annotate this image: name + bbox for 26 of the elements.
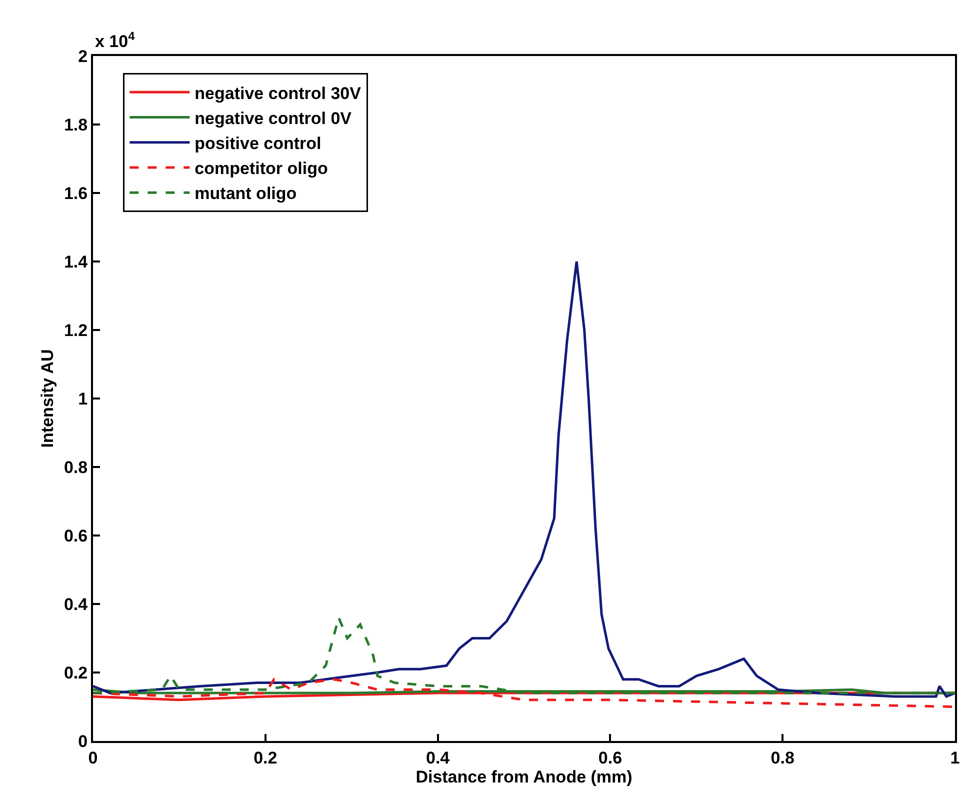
x-tick-label: 0.8 [770, 748, 794, 768]
y-tick-label: 0.4 [64, 594, 88, 614]
legend-label: competitor oligo [194, 159, 328, 178]
line-series [93, 678, 955, 708]
x-tick-label: 0.6 [598, 748, 622, 768]
y-tick-label: 1.4 [64, 252, 88, 272]
legend-label: positive control [194, 134, 322, 154]
y-tick-label: 2 [78, 46, 88, 66]
x-axis-title: Distance from Anode (mm) [416, 767, 632, 786]
text: x 10$^{4}$ [95, 29, 136, 52]
y-tick-label: 1.6 [64, 184, 88, 203]
y-tick-label: 1.8 [64, 115, 88, 134]
x-tick-label: 1 [950, 748, 960, 768]
legend-label: negative control 0V [194, 108, 352, 128]
y-tick-label: 0 [78, 732, 88, 751]
legend-label: mutant oligo [194, 184, 297, 204]
y-tick-label: 0.8 [64, 458, 88, 477]
y-tick-label: 0.2 [64, 663, 88, 682]
legend-label: negative control 30V [194, 84, 362, 103]
y-tick-label: 1.2 [64, 320, 88, 340]
y-axis-title: Intensity AU [38, 349, 58, 448]
line-series [93, 260, 955, 698]
y-tick-label: 1 [78, 389, 88, 408]
x-tick-label: 0.4 [426, 748, 450, 768]
y-tick-label: 0.6 [64, 526, 88, 546]
x-tick-label: 0.2 [254, 748, 278, 768]
